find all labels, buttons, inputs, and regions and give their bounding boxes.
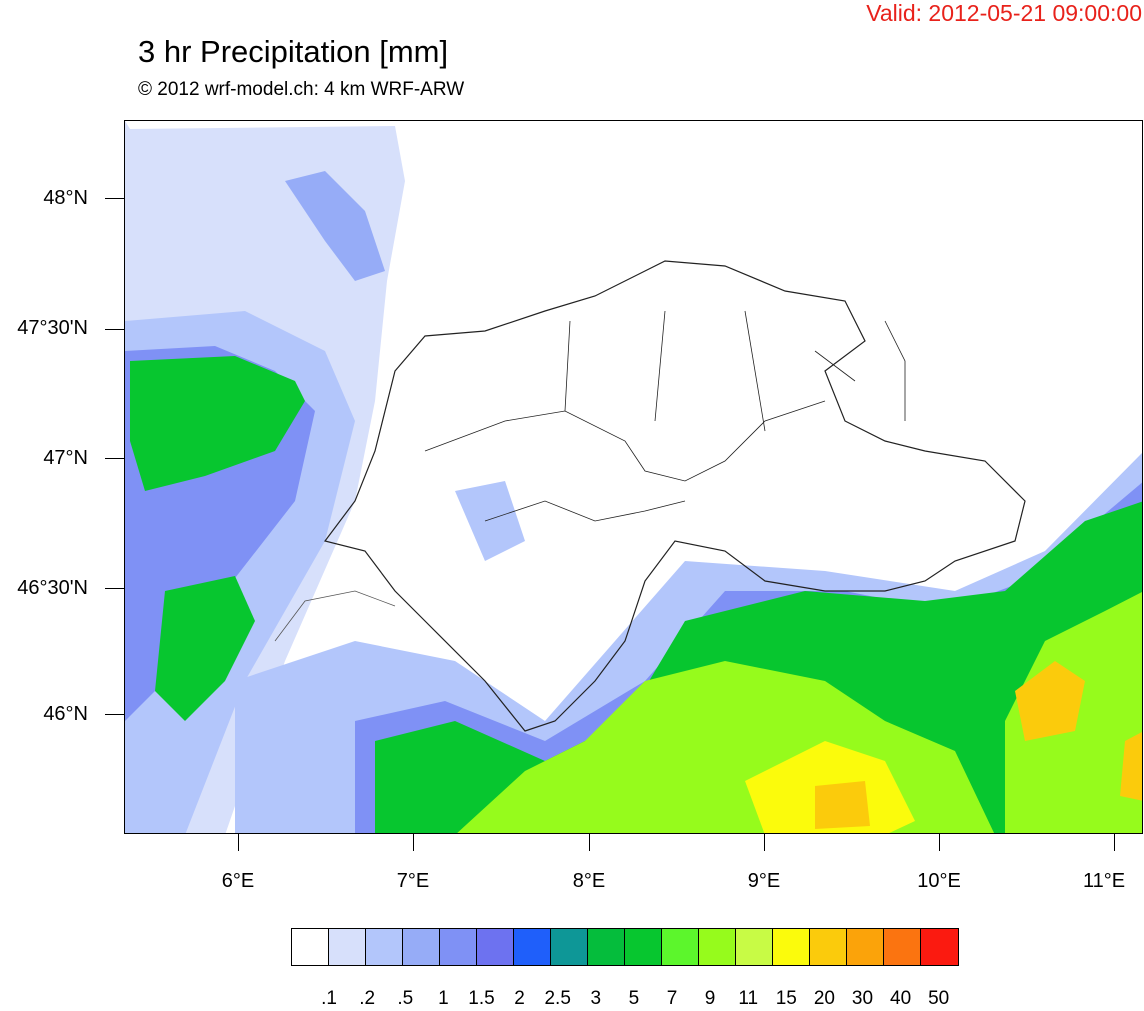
legend-label: 1.5 <box>468 988 495 1009</box>
legend-swatch <box>403 929 440 965</box>
legend-label: 30 <box>851 988 874 1009</box>
legend-label: 5 <box>628 988 640 1009</box>
legend-swatch <box>625 929 662 965</box>
legend-label: 11 <box>738 988 759 1009</box>
map-subtitle: © 2012 wrf-model.ch: 4 km WRF-ARW <box>138 79 465 100</box>
legend-label: 50 <box>928 988 950 1009</box>
legend-swatch <box>736 929 773 965</box>
valid-time: Valid: 2012-05-21 09:00:00 <box>866 0 1142 26</box>
legend-swatch <box>477 929 514 965</box>
legend-swatch <box>514 929 551 965</box>
legend-swatch <box>662 929 699 965</box>
lon-tick <box>238 834 239 851</box>
legend-label: .1 <box>321 988 338 1009</box>
legend-label: 40 <box>890 988 912 1009</box>
legend-swatch <box>551 929 588 965</box>
legend-label: 3 <box>590 988 602 1009</box>
lat-tick <box>105 329 124 330</box>
legend-swatch <box>292 929 329 965</box>
precipitation-map <box>124 120 1143 834</box>
lat-label: 46°N <box>43 703 88 725</box>
precipitation-field <box>125 121 1142 833</box>
legend-swatch <box>773 929 810 965</box>
lon-label: 10°E <box>917 870 961 892</box>
lon-tick <box>939 834 940 851</box>
lon-tick <box>1114 834 1115 851</box>
legend-swatch <box>810 929 847 965</box>
legend-label: 9 <box>704 988 716 1009</box>
lon-tick <box>764 834 765 851</box>
lat-label: 46°30'N <box>17 577 88 599</box>
color-legend <box>291 928 959 966</box>
legend-label: 20 <box>813 988 835 1009</box>
legend-label: 15 <box>775 988 797 1009</box>
legend-swatch <box>440 929 477 965</box>
lon-label: 6°E <box>221 870 255 892</box>
lat-label: 47°N <box>43 447 88 469</box>
legend-swatch <box>329 929 366 965</box>
legend-swatch <box>884 929 921 965</box>
lat-tick <box>105 198 124 199</box>
legend-swatch <box>366 929 403 965</box>
lat-tick <box>105 714 124 715</box>
legend-swatch <box>588 929 625 965</box>
legend-swatch <box>921 929 958 965</box>
map-title: 3 hr Precipitation [mm] <box>138 34 449 69</box>
lon-label: 7°E <box>396 870 430 892</box>
legend-label: 2.5 <box>544 988 571 1009</box>
legend-label: .5 <box>397 988 414 1009</box>
lat-label: 47°30'N <box>17 317 88 339</box>
lon-tick <box>413 834 414 851</box>
legend-swatch <box>699 929 736 965</box>
legend-label: 7 <box>666 988 678 1009</box>
legend-swatch <box>847 929 884 965</box>
legend-label: 1 <box>438 988 449 1009</box>
legend-label: .2 <box>359 988 376 1009</box>
lon-label: 8°E <box>572 870 606 892</box>
lat-tick <box>105 458 124 459</box>
lat-label: 48°N <box>43 187 88 209</box>
lat-tick <box>105 588 124 589</box>
lon-tick <box>589 834 590 851</box>
lon-label: 9°E <box>747 870 781 892</box>
legend-label: 2 <box>514 988 525 1009</box>
lon-label: 11°E <box>1082 870 1126 892</box>
